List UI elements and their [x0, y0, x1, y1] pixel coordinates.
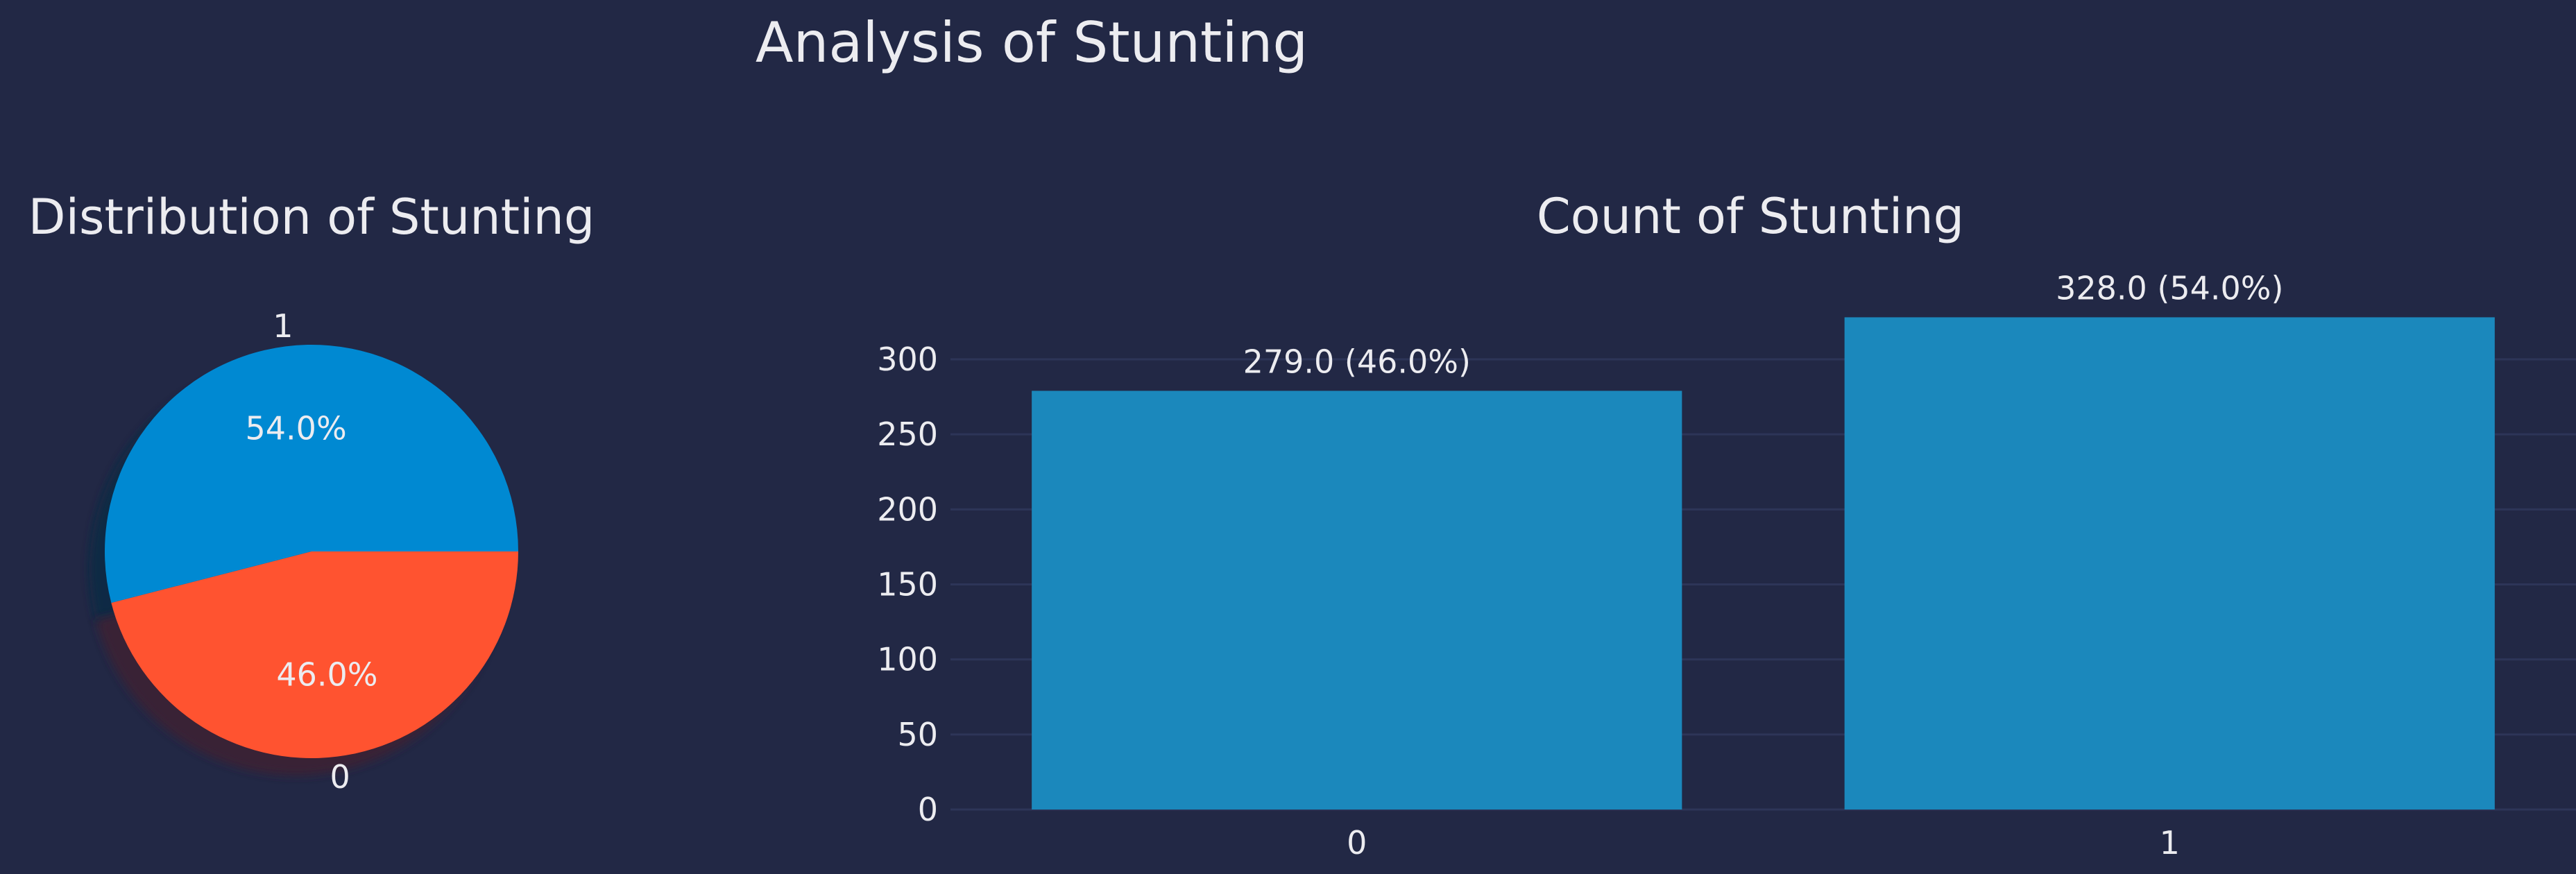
pie-percent-label: 46.0% [276, 656, 377, 693]
y-tick-label: 250 [877, 415, 938, 453]
bar-data-labels: 279.0 (46.0%) 328.0 (54.0%) [1243, 269, 2284, 380]
y-tick-label: 300 [877, 341, 938, 378]
bar-chart-title: Count of Stunting [1537, 188, 1964, 245]
pie-chart: Distribution of Stunting 1 54.0% 0 46.0% [28, 189, 595, 796]
figure-title: Analysis of Stunting [756, 10, 1308, 75]
pie-slice-1 [105, 345, 519, 603]
bar-1 [1844, 317, 2495, 810]
pie-slice-0 [111, 551, 519, 759]
pie-category-label: 0 [330, 758, 350, 796]
y-tick-label: 50 [897, 716, 938, 753]
bar-y-tick-labels: 0 50 100 150 200 250 300 [877, 341, 938, 828]
y-tick-label: 150 [877, 566, 938, 603]
pie-chart-title: Distribution of Stunting [28, 189, 595, 246]
y-tick-label: 0 [918, 791, 938, 828]
pie-category-label: 1 [273, 307, 293, 345]
x-tick-label: 1 [2160, 824, 2180, 862]
x-tick-label: 0 [1347, 824, 1367, 862]
bar-0 [1032, 391, 1682, 809]
y-tick-label: 100 [877, 641, 938, 678]
bar-bars [1032, 317, 2495, 810]
bar-data-label: 279.0 (46.0%) [1243, 343, 1471, 380]
pie-slices [105, 345, 519, 759]
y-tick-label: 200 [877, 490, 938, 528]
bar-data-label: 328.0 (54.0%) [2056, 269, 2283, 307]
pie-labels: 1 54.0% 0 46.0% [246, 307, 378, 796]
pie-percent-label: 54.0% [246, 410, 347, 447]
